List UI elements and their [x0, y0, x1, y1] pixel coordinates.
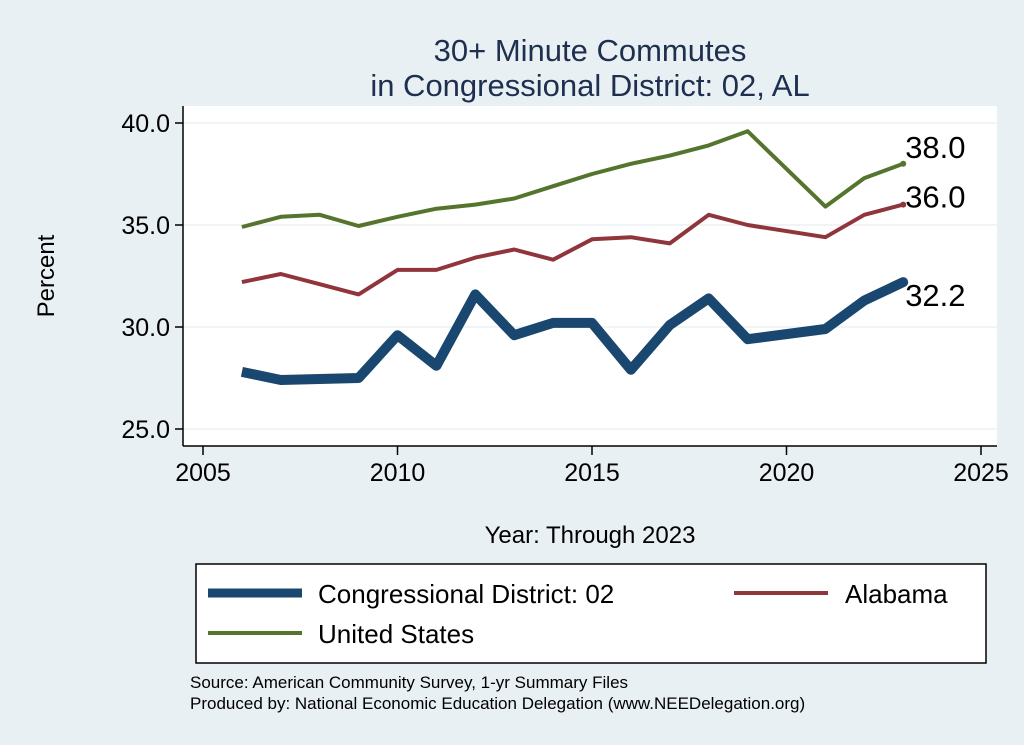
legend: Congressional District: 02 Alabama Unite…	[195, 563, 987, 664]
x-axis-ticks: 2005 2010 2015 2020 2025	[175, 446, 1009, 487]
x-tick-label: 2010	[370, 459, 426, 487]
legend-label-district: Congressional District: 02	[318, 579, 614, 609]
series-line-alabama-end-point	[900, 201, 907, 208]
x-tick-label: 2015	[564, 459, 620, 487]
end-label-alabama: 36.0	[905, 180, 965, 215]
x-tick-label: 2025	[953, 459, 1009, 487]
y-tick-label: 30.0	[121, 314, 170, 342]
chart-title-line-2: in Congressional District: 02, AL	[370, 68, 809, 103]
x-axis-label: Year: Through 2023	[485, 522, 696, 549]
series-line-alabama	[241, 202, 904, 297]
series-line-district-end-point	[898, 277, 909, 288]
x-tick-label: 2005	[175, 459, 231, 487]
y-tick-label: 25.0	[121, 416, 170, 444]
series-lines	[240, 129, 909, 385]
series-line-us-end-point	[900, 160, 907, 167]
y-axis-ticks: 25.0 30.0 35.0 40.0	[121, 110, 183, 444]
y-tick-label: 40.0	[121, 110, 170, 138]
legend-box	[195, 563, 987, 664]
plot-area	[183, 106, 997, 446]
end-label-district: 32.2	[905, 278, 965, 313]
axes	[182, 106, 997, 447]
y-axis-label: Percent	[33, 234, 60, 317]
x-tick-label: 2020	[759, 459, 815, 487]
end-labels: 32.2 36.0 38.0	[905, 130, 965, 313]
series-line-us	[241, 129, 904, 229]
source-note: Source: American Community Survey, 1-yr …	[190, 673, 628, 692]
end-label-us: 38.0	[905, 130, 965, 165]
producer-note: Produced by: National Economic Education…	[190, 694, 805, 713]
legend-label-alabama: Alabama	[845, 579, 948, 609]
legend-label-us: United States	[318, 619, 474, 649]
chart-title-line-1: 30+ Minute Commutes	[434, 33, 747, 68]
gridlines	[183, 122, 997, 430]
series-line-district	[240, 277, 906, 385]
y-tick-label: 35.0	[121, 212, 170, 240]
